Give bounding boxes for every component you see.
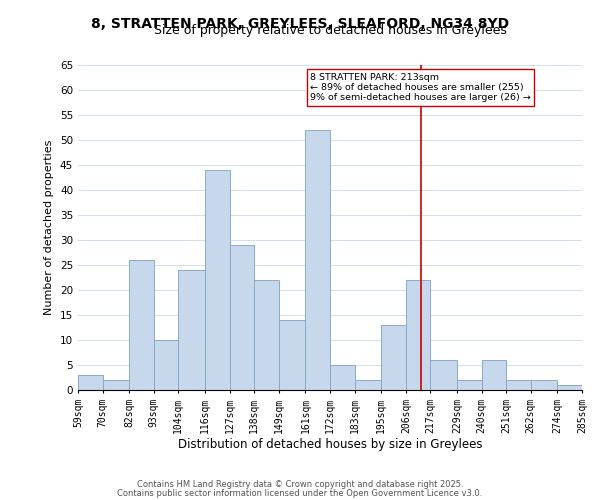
X-axis label: Distribution of detached houses by size in Greylees: Distribution of detached houses by size … [178,438,482,452]
Y-axis label: Number of detached properties: Number of detached properties [44,140,55,315]
Bar [557,385,582,390]
Bar [482,360,506,390]
Title: Size of property relative to detached houses in Greylees: Size of property relative to detached ho… [154,24,506,38]
Bar [103,380,129,390]
Bar [279,320,305,390]
Bar [305,130,330,390]
Text: 8, STRATTEN PARK, GREYLEES, SLEAFORD, NG34 8YD: 8, STRATTEN PARK, GREYLEES, SLEAFORD, NG… [91,18,509,32]
Bar [154,340,178,390]
Bar [531,380,557,390]
Bar [254,280,279,390]
Text: Contains HM Land Registry data © Crown copyright and database right 2025.: Contains HM Land Registry data © Crown c… [137,480,463,489]
Text: Contains public sector information licensed under the Open Government Licence v3: Contains public sector information licen… [118,488,482,498]
Bar [330,365,355,390]
Bar [430,360,457,390]
Bar [205,170,230,390]
Bar [457,380,482,390]
Bar [381,325,406,390]
Bar [406,280,430,390]
Bar [230,245,254,390]
Text: 8 STRATTEN PARK: 213sqm
← 89% of detached houses are smaller (255)
9% of semi-de: 8 STRATTEN PARK: 213sqm ← 89% of detache… [310,72,530,102]
Bar [355,380,381,390]
Bar [178,270,205,390]
Bar [78,375,103,390]
Bar [506,380,531,390]
Bar [129,260,154,390]
